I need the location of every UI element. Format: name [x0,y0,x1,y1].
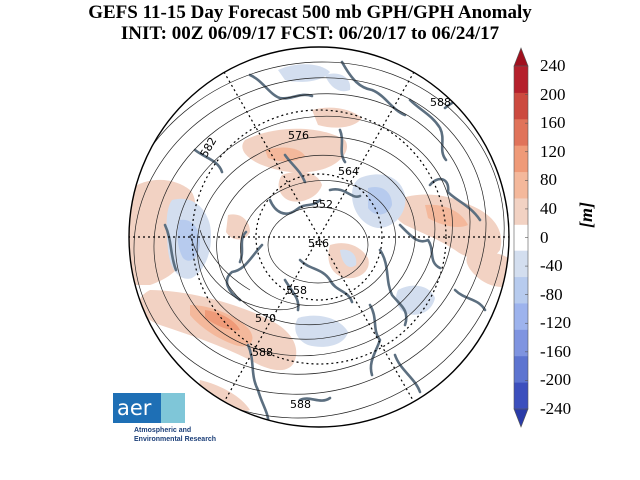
map-title: GEFS 11-15 Day Forecast 500 mb GPH/GPH A… [88,2,532,23]
contour-label: 564 [338,165,359,178]
colorbar-tick-label: -120 [540,313,572,333]
colorbar-tick-label: -240 [540,399,572,418]
colorbar-segment [514,382,528,410]
colorbar-segment [514,250,528,278]
colorbar-segment [514,92,528,120]
logo-line2: Environmental Research [134,436,217,443]
contour-label: 588 [430,96,451,109]
contour-label: 576 [288,129,309,142]
aer-logo: aer [113,393,185,423]
contour-label: 588 [252,346,273,359]
contour-label: 552 [312,198,333,211]
colorbar-segment [514,303,528,331]
colorbar-tick-label: -160 [540,341,572,361]
graticule [129,71,509,403]
contour-label: 588 [290,398,311,411]
colorbar-segment [514,356,528,384]
colorbar-tick-label: 160 [540,113,566,133]
map-disc [129,47,509,427]
colorbar-bottom-extension [513,408,529,428]
colorbar-tick-label: -80 [540,284,563,304]
colorbar-top-extension [513,47,529,67]
colorbar-tick-label: 200 [540,84,566,104]
colorbar-tick-label: 80 [540,170,557,190]
colorbar [513,47,529,428]
colorbar-tick-label: -40 [540,256,563,276]
colorbar-segment [514,329,528,357]
colorbar-tick-label: 240 [540,56,566,75]
colorbar-segment [514,118,528,146]
colorbar-tick-label: 0 [540,227,549,247]
colorbar-segment [514,66,528,93]
colorbar-segment [514,171,528,199]
colorbar-segment [514,145,528,173]
colorbar-tick-label: 40 [540,198,557,218]
contour-label: 570 [255,312,276,325]
map-border [128,46,510,428]
colorbar-tick-label: -200 [540,370,572,390]
colorbar-segment [514,197,528,225]
colorbar-tick-label: 120 [540,141,566,161]
height-contours [129,61,505,419]
negative-anomaly-areas [166,64,435,347]
map-subtitle: INIT: 00Z 06/09/17 FCST: 06/20/17 to 06/… [120,23,500,44]
logo-line1: Atmospheric and [134,427,192,434]
colorbar-unit: [m] [576,202,596,228]
contour-label: 558 [286,284,307,297]
logo-name: aer [117,396,152,420]
colorbar-segment [514,224,528,251]
contour-label: 546 [308,237,329,250]
colorbar-segment [514,277,528,304]
